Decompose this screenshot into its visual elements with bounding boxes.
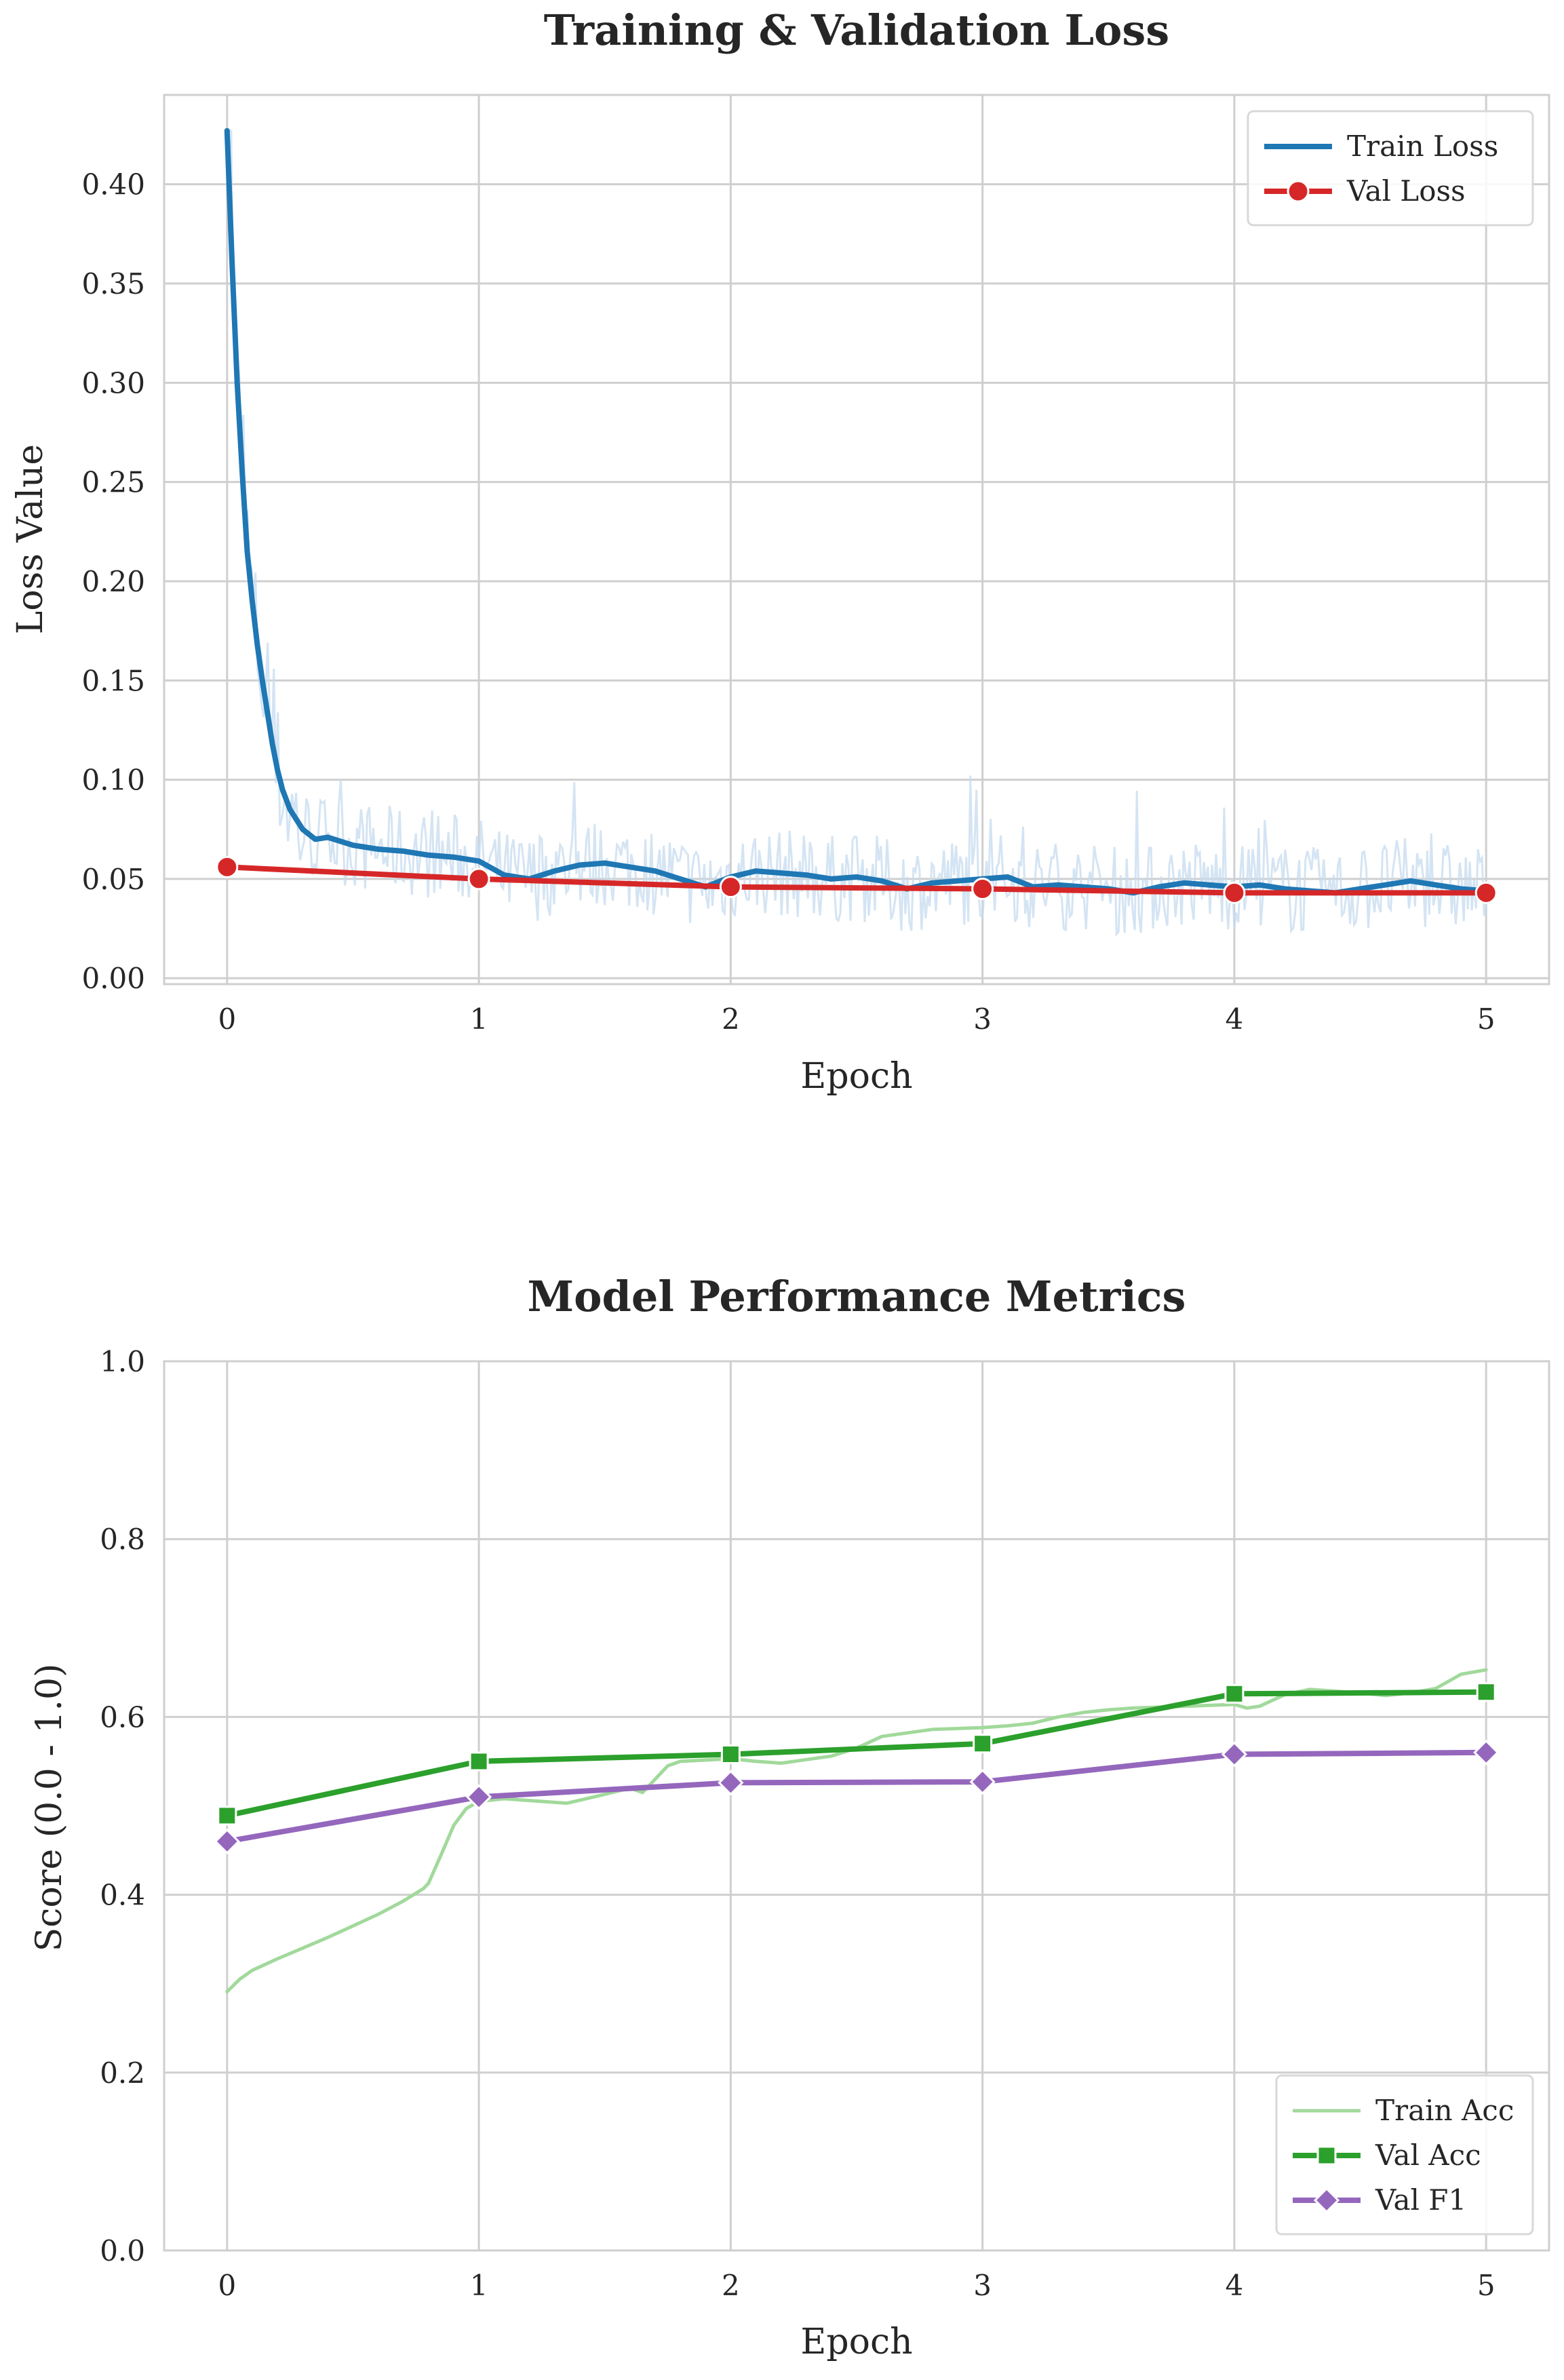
metrics-ytick-label: 0.4 — [100, 1879, 145, 1912]
metrics-chart-series — [214, 1668, 1500, 1993]
val-f1-point — [465, 1784, 492, 1810]
val-loss-point — [1223, 881, 1246, 904]
metrics-legend-box — [1275, 2074, 1534, 2236]
loss-legend-box — [1247, 110, 1534, 227]
metrics-ytick-label: 0.2 — [100, 2056, 145, 2090]
train-loss-series — [224, 128, 1489, 896]
val-acc-point — [1476, 1682, 1496, 1702]
metrics-chart-frame — [163, 1360, 1550, 2252]
loss-xtick-label: 4 — [1226, 1002, 1244, 1036]
loss-ytick-label: 0.25 — [81, 466, 145, 499]
val-loss-legend-marker — [1287, 180, 1310, 203]
loss-chart-legend: Train Loss Val Loss — [1247, 110, 1534, 227]
metrics-chart-ticks: 0 1 2 3 4 5 0.0 0.2 0.4 0.6 0.8 1.0 — [100, 1345, 1495, 2302]
metrics-chart-xlabel: Epoch — [800, 2322, 912, 2362]
val-f1-point — [969, 1768, 996, 1795]
val-loss-legend-label: Val Loss — [1346, 174, 1466, 208]
val-loss-point — [467, 867, 490, 891]
val-acc-point — [469, 1751, 489, 1772]
val-loss-point — [719, 876, 742, 899]
loss-ytick-label: 0.20 — [81, 565, 145, 598]
metrics-ytick-label: 0.6 — [100, 1700, 145, 1734]
loss-ytick-label: 0.40 — [81, 168, 145, 201]
val-loss-point — [971, 878, 994, 901]
val-acc-line — [224, 1689, 1489, 1818]
val-f1-line — [224, 1749, 1489, 1844]
metrics-ytick-label: 1.0 — [100, 1345, 145, 1378]
metrics-xtick-label: 3 — [973, 2269, 992, 2302]
loss-xtick-label: 0 — [218, 1002, 236, 1036]
loss-chart-series — [216, 128, 1498, 904]
train-loss-line — [224, 128, 1489, 896]
train-loss-raw-line — [227, 130, 1487, 937]
val-loss-point — [1474, 881, 1498, 904]
val-f1-point — [718, 1770, 744, 1796]
metrics-chart-ylabel: Score (0.0 - 1.0) — [29, 1664, 70, 1952]
metrics-chart-legend: Train Acc Val Acc Val F1 — [1275, 2074, 1534, 2236]
loss-xtick-label: 1 — [470, 1002, 488, 1036]
metrics-xtick-label: 1 — [470, 2269, 488, 2302]
val-f1-legend-marker — [1313, 2187, 1340, 2214]
metrics-chart: Model Performance Metrics Epoch Score (0… — [29, 1272, 1550, 2362]
loss-ytick-label: 0.10 — [81, 764, 145, 797]
loss-chart-ticks: 0 1 2 3 4 5 0.00 0.05 0.10 0.15 0.20 0.25 0.30 0.35 0.… — [81, 168, 1495, 1036]
val-acc-point — [217, 1806, 237, 1826]
metrics-chart-title: Model Performance Metrics — [528, 1272, 1186, 1321]
val-acc-series — [217, 1682, 1496, 1826]
train-loss-raw-band — [227, 130, 1487, 937]
loss-chart-ylabel: Loss Value — [10, 444, 51, 634]
metrics-xtick-label: 4 — [1226, 2269, 1244, 2302]
val-acc-point — [720, 1744, 741, 1764]
val-loss-line — [224, 864, 1489, 896]
train-loss-legend-label: Train Loss — [1347, 130, 1498, 163]
val-acc-legend-marker — [1316, 2145, 1337, 2166]
val-f1-point — [214, 1828, 240, 1855]
loss-chart-frame — [163, 94, 1550, 986]
metrics-ytick-label: 0.8 — [100, 1523, 145, 1556]
loss-xtick-label: 2 — [722, 1002, 740, 1036]
loss-ytick-label: 0.35 — [81, 267, 145, 300]
loss-ytick-label: 0.30 — [81, 366, 145, 399]
metrics-xtick-label: 5 — [1477, 2269, 1495, 2302]
val-acc-point — [1224, 1683, 1245, 1704]
val-loss-series — [216, 855, 1498, 904]
val-f1-point — [1473, 1739, 1500, 1766]
loss-chart-grid — [164, 95, 1549, 984]
loss-ytick-label: 0.05 — [81, 863, 145, 896]
val-acc-legend-label: Val Acc — [1375, 2139, 1481, 2172]
val-loss-point — [216, 855, 239, 878]
loss-chart-title: Training & Validation Loss — [544, 5, 1169, 55]
val-f1-legend-label: Val F1 — [1375, 2183, 1466, 2217]
loss-xtick-label: 3 — [973, 1002, 992, 1036]
metrics-ytick-label: 0.0 — [100, 2234, 145, 2267]
loss-chart-xlabel: Epoch — [800, 1056, 912, 1097]
train-acc-line — [225, 1668, 1488, 1993]
val-f1-point — [1221, 1741, 1248, 1768]
metrics-xtick-label: 2 — [722, 2269, 740, 2302]
loss-ytick-label: 0.00 — [81, 962, 145, 995]
train-acc-legend-label: Train Acc — [1375, 2094, 1514, 2127]
train-acc-series — [225, 1668, 1488, 1993]
loss-xtick-label: 5 — [1477, 1002, 1495, 1036]
val-f1-series — [214, 1739, 1500, 1855]
val-acc-point — [973, 1734, 993, 1754]
loss-chart: Training & Validation Loss Epoch Loss Va… — [10, 5, 1550, 1097]
metrics-xtick-label: 0 — [218, 2269, 236, 2302]
loss-ytick-label: 0.15 — [81, 664, 145, 697]
